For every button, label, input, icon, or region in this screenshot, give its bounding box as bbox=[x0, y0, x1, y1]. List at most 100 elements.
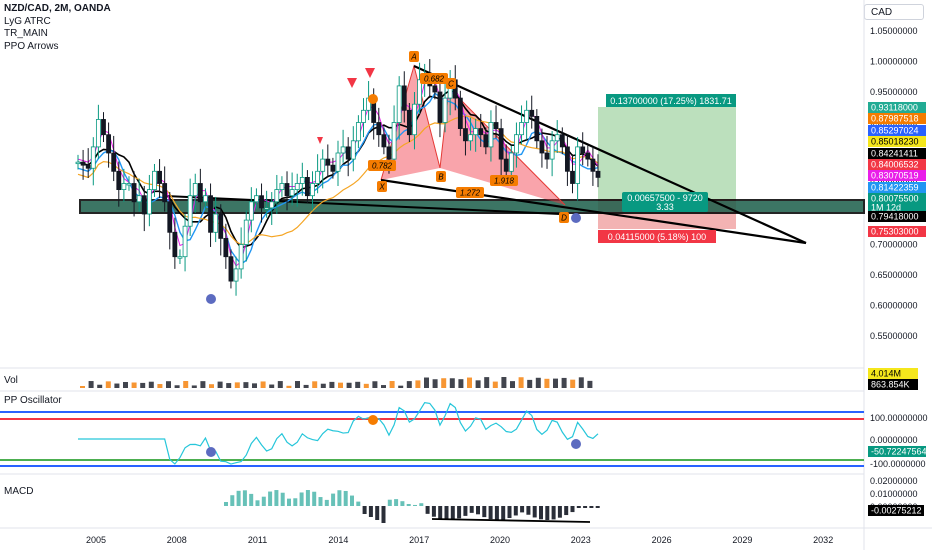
macd-bar bbox=[350, 495, 354, 506]
volume-bar bbox=[492, 381, 498, 388]
volume-bar bbox=[295, 381, 300, 388]
candle-body bbox=[223, 237, 229, 258]
indicator-lyg-atrc[interactable]: LyG ATRC bbox=[4, 15, 51, 27]
candle-body bbox=[345, 146, 351, 160]
candle-body bbox=[116, 170, 122, 191]
candle-body bbox=[75, 161, 81, 165]
candle-body bbox=[208, 195, 213, 233]
target-zone[interactable] bbox=[598, 107, 736, 199]
support-band[interactable] bbox=[79, 199, 865, 214]
candle-body bbox=[106, 134, 111, 154]
harmonic-point-bg bbox=[377, 181, 387, 192]
candle-body bbox=[549, 140, 555, 160]
candle-body bbox=[559, 134, 565, 148]
candle-body bbox=[284, 183, 290, 197]
price-tag-bg bbox=[868, 125, 926, 136]
indicator-ppo-arrows[interactable]: PPO Arrows bbox=[4, 40, 59, 52]
price-tag: 0.93118000 bbox=[871, 103, 918, 113]
price-tag-bg bbox=[868, 113, 926, 124]
candle-body bbox=[376, 122, 382, 136]
macd-axis: 0.020000000.010000000.00000000-0.0027521… bbox=[868, 476, 924, 516]
macd-bar bbox=[381, 506, 386, 523]
time-tick-label: 2008 bbox=[167, 535, 187, 545]
volume-bar bbox=[191, 385, 197, 388]
candle-body bbox=[228, 256, 234, 282]
macd-bar bbox=[236, 490, 241, 506]
harmonic-point-x: X bbox=[378, 183, 385, 192]
price-tag-bg bbox=[868, 102, 926, 113]
fib-ratio-label: 1.272 bbox=[460, 189, 481, 198]
time-axis: 2005 2008 2011 2014 2017 2020 2023 2026 2029 2032 bbox=[86, 535, 833, 545]
candle-body bbox=[299, 176, 305, 184]
sell-arrow-marker bbox=[317, 137, 323, 144]
candle-body bbox=[90, 146, 96, 169]
macd-bar bbox=[589, 506, 594, 508]
pivot-marker-blue bbox=[571, 213, 581, 223]
candle-body bbox=[585, 152, 591, 160]
macd-bar bbox=[463, 506, 468, 516]
volume-bar bbox=[312, 381, 318, 388]
volume-bar bbox=[183, 381, 189, 388]
candle-body bbox=[457, 97, 463, 129]
chart-legend: NZD/CAD, 2M, OANDA LyG ATRC TR_MAIN PPO … bbox=[4, 3, 111, 53]
price-tag-bg bbox=[868, 182, 926, 193]
candle-body bbox=[361, 109, 366, 123]
macd-bar bbox=[570, 506, 575, 513]
volume-bar bbox=[527, 379, 533, 388]
volume-bar bbox=[174, 385, 180, 388]
fib-ratio-label: 0.782 bbox=[372, 162, 393, 171]
pivot-marker-blue bbox=[206, 294, 216, 304]
lower-trendline[interactable] bbox=[380, 178, 807, 245]
volume-bar bbox=[587, 380, 593, 388]
price-tag: 0.85297024 bbox=[871, 126, 919, 136]
price-tag-bg bbox=[868, 170, 926, 181]
price-tag: 0.83070519 bbox=[871, 171, 919, 181]
price-tick-label: 0.60000000 bbox=[870, 301, 918, 311]
macd-bar bbox=[469, 506, 474, 513]
oscillator-line bbox=[78, 402, 599, 465]
osc-marker-orange bbox=[368, 415, 378, 425]
macd-bar bbox=[513, 506, 518, 516]
candle-body bbox=[539, 140, 545, 154]
volume-bar bbox=[234, 382, 240, 388]
volume-bar bbox=[553, 378, 558, 388]
candle-body bbox=[126, 183, 132, 186]
candle-body bbox=[162, 183, 168, 203]
macd-bar bbox=[595, 506, 600, 508]
osc-tick-label: 0.00000000 bbox=[870, 435, 918, 445]
macd-bar bbox=[324, 499, 329, 506]
candle-body bbox=[80, 161, 86, 166]
macd-bar bbox=[337, 490, 342, 506]
volume-bar bbox=[105, 381, 111, 388]
entry-label: 0.00657500 - 9720 bbox=[627, 193, 703, 203]
macd-bar bbox=[406, 503, 411, 506]
macd-bar bbox=[356, 501, 361, 506]
volume-bar bbox=[217, 381, 223, 388]
support-trendline[interactable] bbox=[165, 195, 561, 215]
harmonic-point-bg bbox=[446, 78, 456, 89]
volume-bar bbox=[260, 381, 266, 388]
macd-bar bbox=[501, 506, 506, 520]
price-tick-label: 0.70000000 bbox=[870, 240, 918, 250]
macd-bar bbox=[557, 506, 562, 518]
candle-body bbox=[243, 219, 249, 245]
candle-body bbox=[391, 122, 397, 160]
macd-bar bbox=[274, 490, 279, 506]
indicator-tr-main[interactable]: TR_MAIN bbox=[4, 28, 48, 39]
candle-body bbox=[442, 97, 448, 123]
volume-bar bbox=[561, 377, 567, 388]
candle-body bbox=[233, 268, 239, 282]
candle-body bbox=[269, 201, 275, 209]
candle-body bbox=[264, 207, 270, 210]
volume-bar bbox=[303, 384, 309, 388]
candle-body bbox=[259, 195, 264, 209]
osc-tag: -50.72247564 bbox=[871, 447, 927, 457]
candle-body bbox=[325, 158, 331, 166]
candle-body bbox=[279, 183, 285, 190]
macd-bar bbox=[494, 506, 499, 520]
price-tag: 0.84241411 bbox=[871, 149, 918, 159]
harmonic-point-bg bbox=[409, 51, 419, 62]
upper-trendline[interactable] bbox=[413, 64, 807, 245]
